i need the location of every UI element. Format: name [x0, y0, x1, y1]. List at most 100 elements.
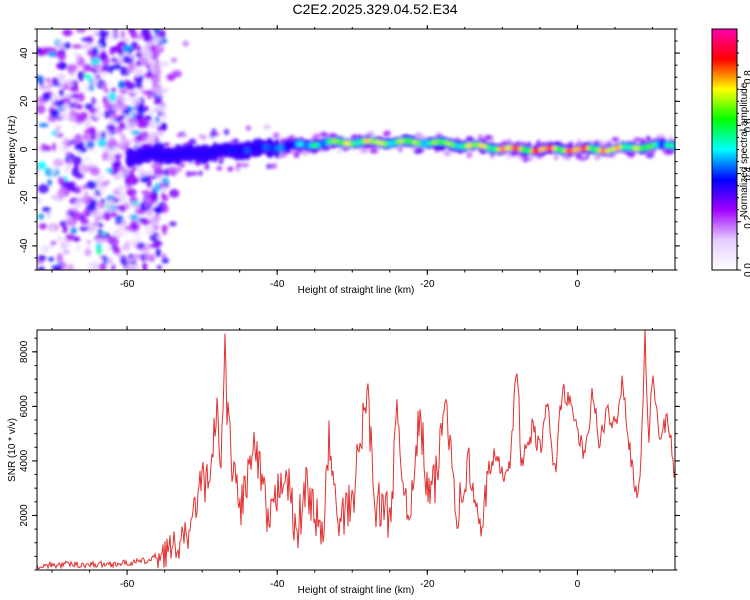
spectrogram-halo-blob — [147, 169, 153, 176]
spectrogram-noise-blob — [55, 124, 61, 133]
spectrogram-noise-blob — [152, 106, 159, 112]
spectrogram-noise-blob — [91, 77, 99, 87]
spectrogram-noise-blob — [99, 53, 108, 61]
spectrogram-noise-blob — [47, 82, 53, 89]
snr-line-group — [37, 330, 675, 570]
spectrogram-halo-blob — [162, 142, 171, 147]
spectrogram-noise-blob — [70, 187, 80, 193]
spectrogram-halo-blob — [606, 140, 612, 145]
spectrogram-noise-blob — [103, 110, 110, 119]
spectrogram-noise-blob — [76, 243, 81, 252]
spectrogram-noise-blob — [37, 183, 49, 194]
spectrogram-noise-blob — [63, 42, 71, 49]
spectrogram-noise-blob — [130, 41, 139, 50]
spectrogram-noise-blob — [157, 47, 164, 53]
y-tick-label: 8000 — [19, 340, 30, 363]
spectrogram-noise-blob — [121, 243, 131, 252]
spectrogram-noise-blob — [107, 149, 114, 155]
snr-panel: -60 -40 -20 0 2000 4000 6000 8000 Height of str… — [7, 326, 680, 596]
spectrogram-noise-blob — [57, 51, 66, 62]
spectrogram-noise-blob — [143, 33, 154, 43]
spectrogram-noise-blob — [86, 49, 95, 56]
spectrogram-noise-blob — [111, 87, 117, 93]
spectrogram-noise-blob — [161, 257, 169, 264]
spectrogram-noise-blob — [130, 214, 139, 221]
x-tick-label: -40 — [270, 279, 285, 290]
spectrogram-noise-blob — [122, 37, 130, 42]
spectrogram-noise-blob — [56, 63, 62, 69]
spectrogram-noise-blob — [106, 34, 115, 42]
spectrogram-noise-blob — [71, 44, 83, 49]
spectrogram-noise-blob — [149, 110, 155, 115]
spectrogram-noise-blob — [124, 124, 135, 132]
y-tick-label: 0 — [19, 146, 30, 152]
spectrogram-noise-blob — [182, 40, 189, 47]
snr-axes: -60 -40 -20 0 2000 4000 6000 8000 — [19, 326, 680, 590]
spectrogram-noise-blob — [150, 73, 161, 84]
spectrogram-halo-blob — [236, 162, 242, 167]
spectrogram-noise-blob — [67, 263, 75, 270]
spectrogram-noise-blob — [95, 243, 102, 249]
spectrogram-noise-blob — [50, 240, 57, 246]
spectrogram-noise-blob — [92, 29, 100, 36]
spectrogram-noise-blob — [51, 130, 58, 137]
spectrogram-noise-blob — [127, 118, 138, 123]
spectrogram-noise-blob — [37, 196, 42, 204]
spectrogram-noise-blob — [62, 249, 70, 255]
spectrogram-halo-blob — [201, 134, 207, 141]
spectrogram-halo-blob — [336, 149, 343, 154]
spectrogram-noise-blob — [72, 211, 83, 221]
spectrogram-halo-blob — [383, 130, 391, 137]
spectrogram-noise-blob — [46, 210, 51, 219]
spectrogram-noise-blob — [81, 83, 92, 93]
spectrogram-noise-blob — [118, 197, 129, 204]
spectrogram-noise-blob — [149, 243, 160, 249]
spectrogram-noise-blob — [84, 190, 89, 198]
spectrogram-noise-blob — [47, 179, 52, 186]
spectrogram-noise-blob — [129, 106, 135, 111]
colorbar-bar — [712, 29, 737, 270]
spectrogram-noise-blob — [135, 51, 144, 58]
spectrogram-halo-blob — [240, 162, 249, 168]
spectrogram-halo-blob — [178, 163, 186, 168]
spectrogram-noise-blob — [86, 141, 95, 149]
spectrogram-noise-blob — [147, 55, 154, 61]
spectrogram-noise-blob — [58, 89, 65, 97]
spectrogram-halo-blob — [185, 171, 192, 177]
spectrogram-noise-blob — [72, 155, 82, 166]
spectrogram-halo-blob — [484, 135, 494, 141]
colorbar-tick-label: 0.0 — [743, 263, 750, 277]
spectrogram-noise-blob — [83, 63, 93, 72]
spectrogram-noise-blob — [37, 254, 47, 261]
spectrogram-noise-blob — [96, 66, 103, 75]
x-tick-label: -60 — [120, 579, 135, 590]
spectrogram-noise-blob — [118, 80, 126, 89]
spectrogram-noise-blob — [137, 170, 149, 178]
spectrogram-halo-blob — [646, 137, 651, 141]
spectrogram-noise-blob — [83, 121, 92, 128]
spectrogram-noise-blob — [156, 87, 163, 98]
spectrogram-noise-blob — [169, 221, 177, 227]
spectrogram-halo-blob — [172, 166, 182, 173]
spectrogram-noise-blob — [150, 44, 157, 53]
spectrogram-noise-blob — [59, 220, 68, 228]
spectrogram-noise-blob — [111, 64, 122, 70]
spectrogram-y-label: Frequency (Hz) — [7, 116, 18, 185]
spectrogram-halo-blob — [218, 160, 224, 165]
spectrogram-noise-blob — [161, 253, 167, 259]
spectrogram-noise-blob — [161, 114, 166, 119]
spectrogram-halo-blob — [668, 150, 674, 155]
spectrogram-halo-blob — [156, 131, 164, 135]
spectrogram-noise-blob — [84, 248, 92, 257]
spectrogram-noise-blob — [137, 104, 145, 115]
spectrogram-halo-blob — [506, 138, 512, 142]
spectrogram-noise-blob — [141, 48, 152, 59]
spectrogram-noise-blob — [130, 130, 141, 135]
spectrogram-halo-blob — [553, 155, 559, 161]
x-tick-label: 0 — [575, 579, 581, 590]
spectrogram-noise-blob — [56, 252, 63, 263]
spectrogram-noise-blob — [160, 29, 166, 40]
snr-y-label: SNR (10 * v/v) — [7, 418, 18, 482]
spectrogram-halo-blob — [119, 170, 129, 177]
